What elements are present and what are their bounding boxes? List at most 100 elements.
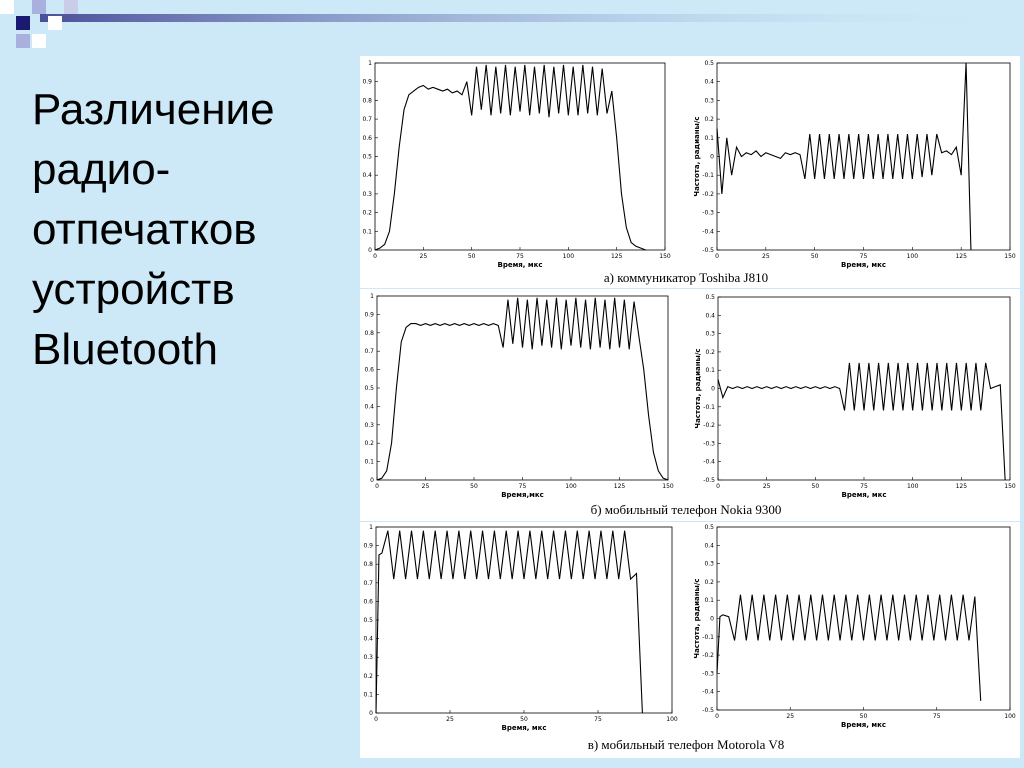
y-tick-label: 0 [711, 386, 715, 393]
signal-line [376, 297, 669, 481]
y-tick-label: -0.2 [702, 191, 714, 198]
y-tick-label: 0.2 [704, 116, 714, 123]
caption: в) мобильный телефон Motorola V8 [588, 737, 785, 752]
y-tick-label: 0.5 [362, 154, 372, 161]
x-tick-label: 25 [762, 253, 770, 260]
x-tick-label: 100 [666, 716, 678, 723]
y-tick-label: 0 [710, 616, 714, 623]
x-tick-label: 125 [955, 253, 967, 260]
x-tick-label: 100 [907, 253, 919, 260]
y-tick-label: 0.4 [704, 542, 714, 549]
y-tick-label: 0.8 [362, 97, 372, 104]
x-tick-label: 75 [516, 253, 524, 260]
y-tick-label: 0.5 [704, 60, 714, 67]
x-tick-label: 100 [1004, 713, 1016, 720]
decor-square [16, 34, 30, 48]
y-axis-label: Частота, радианы/с [693, 578, 701, 658]
y-tick-label: 1 [368, 60, 372, 67]
y-tick-label: -0.5 [702, 707, 714, 714]
y-tick-label: 0.6 [364, 367, 374, 374]
y-tick-label: -0.2 [703, 422, 715, 429]
y-tick-label: 0.5 [704, 524, 714, 531]
y-tick-label: 0.4 [705, 312, 715, 319]
y-tick-label: 0.3 [705, 331, 715, 338]
x-tick-label: 0 [715, 713, 719, 720]
x-tick-label: 50 [811, 253, 819, 260]
x-tick-label: 50 [860, 713, 868, 720]
y-tick-label: 0.5 [364, 385, 374, 392]
x-tick-label: 50 [812, 483, 820, 490]
x-axis-label: Время, мкс [841, 721, 886, 729]
y-tick-label: 0.3 [363, 654, 373, 661]
plot-frame [374, 62, 666, 251]
y-axis-label: Частота, радианы/с [694, 348, 702, 428]
x-axis-label: Время, мкс [841, 491, 886, 499]
y-tick-label: -0.3 [703, 440, 715, 447]
decor-square [32, 0, 46, 14]
signal-line [717, 362, 1006, 481]
caption: а) коммуникатор Toshiba J810 [604, 270, 768, 285]
y-tick-label: 1 [370, 293, 374, 300]
y-tick-label: 0.9 [364, 311, 374, 318]
decor-square [64, 0, 78, 14]
x-tick-label: 125 [614, 483, 626, 490]
y-tick-label: 0.6 [363, 598, 373, 605]
caption: б) мобильный телефон Nokia 9300 [591, 502, 782, 517]
x-tick-label: 25 [420, 253, 428, 260]
signal-line [716, 594, 982, 701]
x-tick-label: 25 [763, 483, 771, 490]
plot-frame [375, 526, 673, 714]
title-line: Различение [32, 85, 275, 134]
x-tick-label: 100 [563, 253, 575, 260]
y-tick-label: 0.9 [362, 79, 372, 86]
y-tick-label: 0.5 [363, 617, 373, 624]
x-axis-label: Время,мкс [501, 491, 544, 499]
signal-line [716, 62, 972, 251]
x-tick-label: 0 [374, 716, 378, 723]
x-axis-label: Время, мкс [501, 724, 546, 732]
y-tick-label: 0.3 [364, 422, 374, 429]
title-line: радио- [32, 145, 171, 194]
y-tick-label: 0.4 [362, 172, 372, 179]
plot-frame [717, 296, 1011, 481]
x-axis-label: Время, мкс [497, 261, 542, 269]
y-tick-label: 0.3 [704, 97, 714, 104]
y-tick-label: 0.1 [364, 459, 374, 466]
x-tick-label: 150 [662, 483, 674, 490]
decor-square [32, 34, 46, 48]
x-tick-label: 25 [422, 483, 430, 490]
x-axis-label: Время, мкс [841, 261, 886, 269]
y-tick-label: -0.4 [702, 228, 714, 235]
x-tick-label: 150 [659, 253, 671, 260]
y-tick-label: 0.2 [705, 349, 715, 356]
x-tick-label: 125 [956, 483, 968, 490]
y-tick-label: -0.2 [702, 652, 714, 659]
x-tick-label: 100 [565, 483, 577, 490]
y-axis-label: Частота, радианы/с [693, 116, 701, 196]
x-tick-label: 0 [375, 483, 379, 490]
signal-line [375, 530, 643, 714]
x-tick-label: 75 [860, 483, 868, 490]
x-tick-label: 75 [860, 253, 868, 260]
y-tick-label: 0.1 [362, 228, 372, 235]
y-tick-label: 0.2 [363, 673, 373, 680]
y-tick-label: 0.9 [363, 543, 373, 550]
y-tick-label: 0.2 [362, 210, 372, 217]
slide-title: Различение радио- отпечатков устройств B… [32, 80, 275, 380]
decor-bar [40, 14, 1024, 22]
y-tick-label: -0.1 [702, 634, 714, 641]
y-tick-label: 0.1 [363, 691, 373, 698]
y-tick-label: -0.3 [702, 210, 714, 217]
x-tick-label: 75 [594, 716, 602, 723]
x-tick-label: 0 [373, 253, 377, 260]
y-tick-label: 1 [369, 524, 373, 531]
y-tick-label: 0.3 [362, 191, 372, 198]
x-tick-label: 150 [1004, 253, 1016, 260]
y-tick-label: 0.4 [704, 79, 714, 86]
x-tick-label: 100 [907, 483, 919, 490]
y-tick-label: -0.1 [703, 404, 715, 411]
y-tick-label: 0.2 [364, 440, 374, 447]
x-tick-label: 75 [933, 713, 941, 720]
